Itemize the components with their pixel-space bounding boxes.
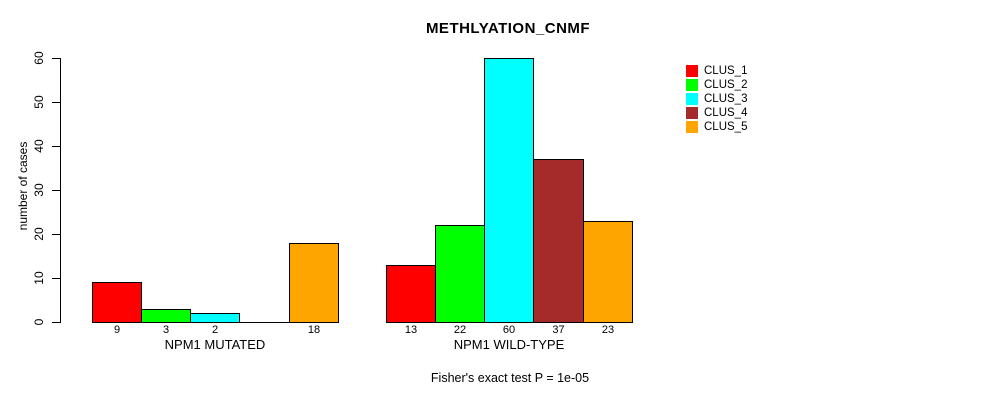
y-axis-label: number of cases xyxy=(16,141,30,231)
y-tick-label: 30 xyxy=(32,183,46,197)
bar xyxy=(583,221,633,323)
y-tick xyxy=(52,190,60,191)
y-axis-line xyxy=(60,58,61,323)
bar xyxy=(386,265,436,323)
y-tick xyxy=(52,146,60,147)
bar-value-label: 2 xyxy=(211,324,219,336)
bar xyxy=(533,159,584,323)
bar xyxy=(141,309,191,323)
bar-value-label: 37 xyxy=(552,324,565,336)
y-tick xyxy=(52,58,60,59)
y-tick-label: 0 xyxy=(32,318,46,326)
bar xyxy=(92,282,142,323)
bar-zero-line xyxy=(239,322,290,323)
bar-value-label: 18 xyxy=(307,324,321,336)
legend-label: CLUS_2 xyxy=(704,78,748,91)
bar-value-label: 13 xyxy=(404,324,418,336)
y-tick-label: 60 xyxy=(32,51,46,65)
legend-label: CLUS_5 xyxy=(704,120,748,133)
x-group-label: NPM1 WILD-TYPE xyxy=(453,337,565,352)
legend-item: CLUS_4 xyxy=(686,106,747,119)
legend: CLUS_1 CLUS_2 CLUS_3 CLUS_4 CLUS_5 xyxy=(686,64,747,134)
footer-text: Fisher's exact test P = 1e-05 xyxy=(430,371,590,385)
bar-value-label: 60 xyxy=(502,324,516,336)
bar-value-label: 23 xyxy=(601,324,615,336)
legend-item: CLUS_1 xyxy=(686,64,747,77)
legend-item: CLUS_2 xyxy=(686,78,747,91)
legend-item: CLUS_5 xyxy=(686,120,747,133)
y-tick xyxy=(52,102,60,103)
y-tick-label: 10 xyxy=(32,271,46,285)
legend-swatch xyxy=(686,120,698,133)
bar xyxy=(484,58,534,323)
bar-value-label: 22 xyxy=(453,324,467,336)
bar xyxy=(435,225,485,323)
legend-swatch xyxy=(686,106,698,119)
bar xyxy=(190,313,240,323)
chart-title: METHLYATION_CNMF xyxy=(425,20,591,37)
y-tick xyxy=(52,234,60,235)
legend-swatch xyxy=(686,64,698,77)
legend-label: CLUS_3 xyxy=(704,92,748,105)
y-tick-label: 40 xyxy=(32,139,46,153)
bar-value-label: 9 xyxy=(113,324,121,336)
y-tick xyxy=(52,278,60,279)
bar xyxy=(289,243,339,323)
legend-swatch xyxy=(686,78,698,91)
x-group-label: NPM1 MUTATED xyxy=(164,337,266,352)
y-tick-label: 50 xyxy=(32,95,46,109)
legend-swatch xyxy=(686,92,698,105)
legend-label: CLUS_1 xyxy=(704,64,748,77)
y-tick-label: 20 xyxy=(32,227,46,241)
legend-item: CLUS_3 xyxy=(686,92,747,105)
legend-label: CLUS_4 xyxy=(704,106,748,119)
bar-value-label: 3 xyxy=(162,324,170,336)
y-tick xyxy=(52,322,60,323)
